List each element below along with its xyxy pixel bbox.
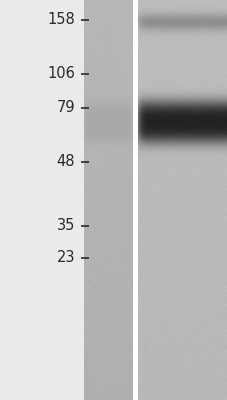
Text: 158: 158 (47, 12, 75, 28)
Text: 106: 106 (47, 66, 75, 82)
Text: 48: 48 (57, 154, 75, 170)
Text: 35: 35 (57, 218, 75, 234)
Text: 79: 79 (56, 100, 75, 116)
Text: 23: 23 (57, 250, 75, 266)
